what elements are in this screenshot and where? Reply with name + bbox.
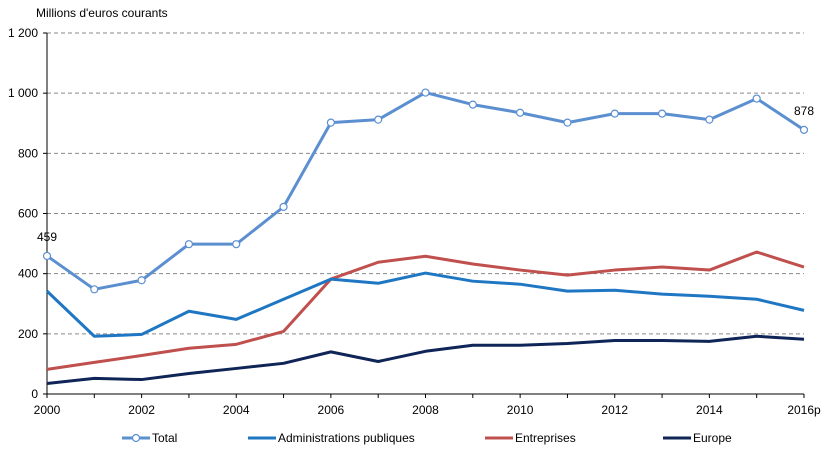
legend-label-total: Total bbox=[152, 431, 177, 445]
x-tick-label: 2004 bbox=[223, 403, 250, 417]
series-line-europe bbox=[46, 334, 805, 385]
x-tick-label: 2010 bbox=[507, 403, 534, 417]
data-point-total bbox=[279, 202, 288, 211]
legend-label-administrations-publiques: Administrations publiques bbox=[278, 431, 415, 445]
series-lines bbox=[42, 88, 809, 385]
data-point-total bbox=[610, 109, 619, 118]
legend: Total Administrations publiques Entreprise… bbox=[122, 431, 732, 445]
x-tick-label: 2006 bbox=[318, 403, 345, 417]
x-axis-ticks: 2000 2002 2004 2006 2008 2010 2012 2014 2016p bbox=[34, 394, 821, 417]
data-point-total bbox=[42, 251, 52, 261]
y-axis-ticks: 0 200 400 600 800 1 000 1 200 bbox=[8, 26, 47, 401]
data-point-total bbox=[516, 108, 525, 117]
data-label: 878 bbox=[794, 104, 814, 118]
y-tick-label: 800 bbox=[18, 146, 38, 160]
legend-label-europe: Europe bbox=[693, 431, 732, 445]
data-annotations: 459 878 bbox=[37, 104, 814, 244]
data-point-total bbox=[657, 109, 667, 118]
x-tick-label: 2014 bbox=[696, 403, 723, 417]
data-point-total bbox=[137, 276, 146, 285]
x-tick-label: 2012 bbox=[601, 403, 628, 417]
gridlines bbox=[47, 32, 804, 335]
data-point-total bbox=[705, 115, 714, 124]
data-point-total bbox=[326, 118, 335, 127]
data-point-total bbox=[374, 115, 383, 124]
x-tick-label: 2008 bbox=[412, 403, 439, 417]
y-tick-label: 400 bbox=[18, 267, 38, 281]
data-point-total bbox=[468, 100, 477, 109]
data-point-total bbox=[752, 94, 761, 103]
y-tick-label: 0 bbox=[31, 387, 38, 401]
data-point-total bbox=[799, 125, 809, 134]
data-point-total bbox=[184, 240, 194, 249]
x-tick-label: 2000 bbox=[34, 403, 61, 417]
data-point-total bbox=[232, 240, 241, 249]
x-tick-label: 2002 bbox=[128, 403, 155, 417]
data-label: 459 bbox=[37, 230, 57, 244]
y-tick-label: 1 200 bbox=[8, 26, 38, 40]
data-point-total bbox=[421, 88, 430, 97]
data-point-total bbox=[563, 118, 572, 127]
legend-label-entreprises: Entreprises bbox=[515, 431, 576, 445]
y-tick-label: 200 bbox=[18, 327, 38, 341]
series-line-total bbox=[46, 91, 805, 291]
series-line-administrations-publiques bbox=[45, 271, 805, 338]
x-tick-label: 2016p bbox=[787, 403, 821, 417]
y-tick-label: 1 000 bbox=[8, 86, 38, 100]
series-line-entreprises bbox=[46, 250, 805, 371]
data-point-total bbox=[90, 285, 99, 294]
legend-marker-total bbox=[131, 433, 141, 443]
y-tick-label: 600 bbox=[18, 207, 38, 221]
y-axis-title: Millions d'euros courants bbox=[36, 6, 168, 20]
